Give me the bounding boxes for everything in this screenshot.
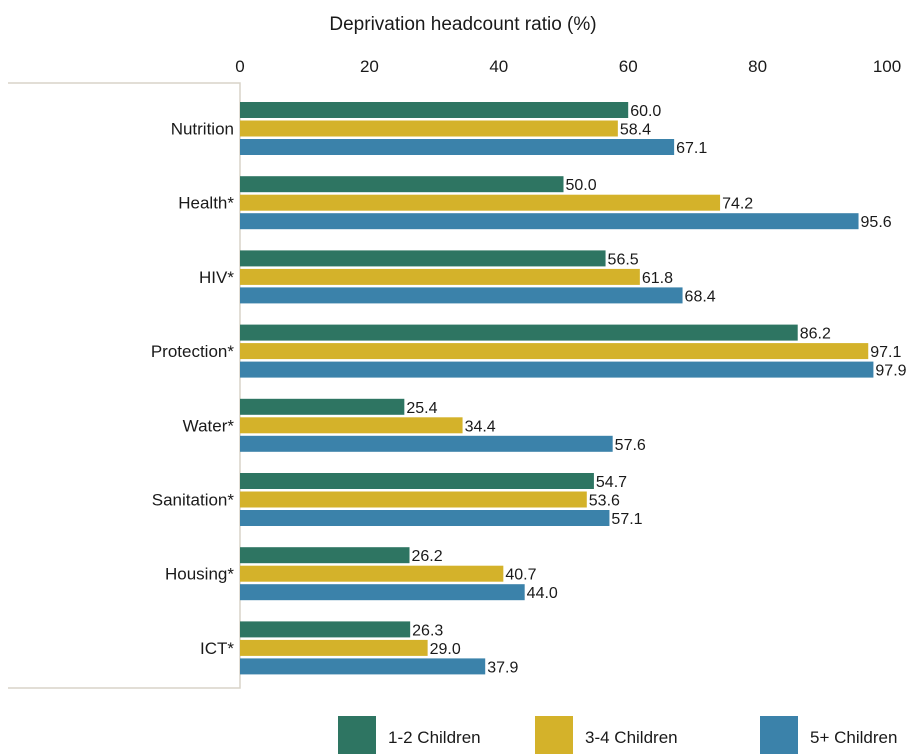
x-tick-label: 100	[873, 57, 901, 76]
legend-swatch	[535, 716, 573, 754]
bars	[240, 102, 874, 675]
category-labels: Nutrition Health* HIV* Protection* Water* San…	[151, 120, 235, 658]
bar	[240, 268, 640, 285]
value-labels: 60.0 58.4 67.1 50.0 74.2 95.6 56.561.8 68.4 86.2…	[406, 103, 906, 676]
category-label: Protection*	[151, 342, 235, 361]
bar	[240, 250, 606, 267]
legend-label: 3-4 Children	[585, 728, 678, 747]
category-label: ICT*	[200, 639, 234, 658]
bar-value-label: 95.6	[861, 214, 892, 231]
bar	[240, 417, 463, 434]
bar	[240, 120, 618, 137]
bar	[240, 287, 683, 304]
bar-value-label: 34.4	[465, 418, 496, 435]
bar-value-label: 40.7	[505, 567, 536, 584]
bar-value-label: 97.1	[870, 344, 901, 361]
x-tick-label: 40	[489, 57, 508, 76]
bar	[240, 584, 525, 601]
bar-value-label: 58.4	[620, 122, 651, 139]
x-tick-label: 0	[235, 57, 244, 76]
bar-value-label: 60.0	[630, 103, 661, 120]
bar	[240, 658, 486, 675]
bar	[240, 473, 594, 489]
bar-value-label: 25.4	[406, 400, 437, 417]
category-label: Nutrition	[171, 120, 234, 139]
category-axis-frame	[8, 82, 241, 689]
bar-value-label: 44.0	[527, 585, 558, 602]
bar-value-label: 53.6	[589, 493, 620, 510]
bar	[240, 491, 587, 508]
bar-value-label: 57.6	[615, 437, 646, 454]
bar	[240, 139, 675, 155]
bar-value-label: 29.0	[430, 641, 461, 658]
x-tick-label: 60	[619, 57, 638, 76]
bar-value-label: 56.5	[608, 251, 639, 268]
bar-value-label: 68.4	[685, 288, 716, 305]
legend-label: 5+ Children	[810, 728, 897, 747]
category-label: Sanitation*	[152, 491, 235, 510]
bar-value-label: 26.3	[412, 622, 443, 639]
x-tick-label: 20	[360, 57, 379, 76]
bar	[240, 398, 405, 415]
legend-swatch	[760, 716, 798, 754]
bar	[240, 194, 721, 211]
bar-value-label: 26.2	[412, 548, 443, 565]
category-label: Housing*	[165, 565, 234, 584]
x-axis-ticks: 0 20 40 60 80 100	[235, 57, 901, 76]
bar	[240, 102, 629, 118]
x-axis-title: Deprivation headcount ratio (%)	[329, 14, 596, 35]
bar-value-label: 54.7	[596, 474, 627, 491]
category-label: HIV*	[199, 268, 234, 287]
bar	[240, 510, 610, 526]
category-label: Health*	[178, 194, 234, 213]
legend-label: 1-2 Children	[388, 728, 481, 747]
bar	[240, 435, 613, 452]
bar	[240, 565, 504, 582]
bar-value-label: 61.8	[642, 270, 673, 287]
bar-value-label: 57.1	[611, 511, 642, 528]
bar	[240, 343, 869, 360]
bar	[240, 547, 410, 564]
category-label: Water*	[183, 416, 235, 435]
bar-value-label: 97.9	[875, 363, 906, 380]
bar	[240, 324, 798, 341]
bar	[240, 621, 411, 638]
bar	[240, 639, 428, 656]
bar-value-label: 37.9	[487, 659, 518, 676]
bar	[240, 361, 874, 378]
bar	[240, 176, 564, 193]
bar	[240, 213, 859, 230]
bar-value-label: 74.2	[722, 196, 753, 213]
legend-swatch	[338, 716, 376, 754]
bar-value-label: 50.0	[566, 177, 597, 194]
bar-value-label: 86.2	[800, 326, 831, 343]
bar-value-label: 67.1	[676, 140, 707, 157]
x-tick-label: 80	[748, 57, 767, 76]
legend: 1-2 Children 3-4 Children 5+ Children	[338, 716, 897, 754]
